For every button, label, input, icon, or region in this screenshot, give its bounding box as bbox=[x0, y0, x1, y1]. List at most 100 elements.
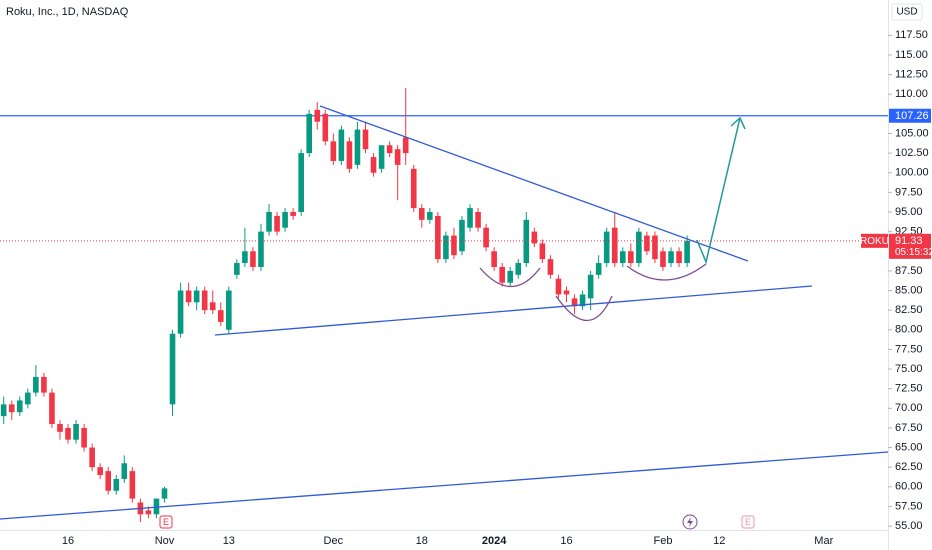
currency-button[interactable] bbox=[891, 3, 923, 21]
candle-body bbox=[258, 231, 264, 267]
candle-body bbox=[427, 212, 433, 220]
earnings-text: E bbox=[163, 517, 169, 527]
candle-body bbox=[57, 424, 63, 432]
candle-body bbox=[217, 310, 224, 322]
candle-body bbox=[515, 263, 522, 275]
x-tick-label: Mar bbox=[814, 535, 833, 547]
arrow-head bbox=[730, 116, 746, 130]
candle-body bbox=[595, 263, 602, 275]
candle-body bbox=[330, 141, 337, 161]
candle-body bbox=[49, 392, 55, 424]
long-support-line bbox=[0, 451, 889, 520]
candle-body bbox=[306, 113, 313, 154]
symbol-label-box bbox=[861, 233, 888, 248]
y-tick-label: 57.50 bbox=[895, 500, 923, 512]
candle-body bbox=[491, 251, 497, 267]
last-price-box bbox=[889, 233, 931, 259]
candle-body bbox=[362, 129, 369, 150]
earnings-marker[interactable]: E bbox=[741, 515, 755, 529]
y-tick-label: 100.00 bbox=[895, 167, 929, 179]
candle-body bbox=[346, 141, 353, 169]
candles bbox=[0, 87, 690, 523]
earnings-text: E bbox=[745, 517, 751, 527]
last-price-label: 91.33 bbox=[895, 235, 923, 247]
candle-body bbox=[467, 208, 473, 228]
projection-arrow bbox=[696, 117, 741, 265]
candle-body bbox=[81, 427, 87, 448]
earnings-marker[interactable]: E bbox=[159, 515, 173, 529]
level-label-box bbox=[889, 108, 931, 123]
candle-body bbox=[274, 215, 280, 232]
x-tick-label: 16 bbox=[560, 535, 572, 547]
candle-body bbox=[33, 376, 39, 393]
candle-body bbox=[571, 298, 578, 307]
candle-body bbox=[266, 212, 272, 232]
candle-body bbox=[250, 251, 256, 267]
candle-body bbox=[89, 447, 95, 468]
x-tick-label: Dec bbox=[324, 535, 344, 547]
candle-body bbox=[660, 251, 666, 267]
candle-body bbox=[41, 376, 47, 393]
candle-body bbox=[451, 235, 457, 256]
candle-body bbox=[483, 227, 489, 248]
candle-body bbox=[587, 274, 594, 299]
candle-body bbox=[523, 219, 530, 264]
news-icon bbox=[687, 517, 693, 527]
level-label: 107.26 bbox=[895, 110, 929, 122]
candle-body bbox=[209, 302, 216, 311]
candle-body bbox=[619, 251, 626, 264]
y-tick-label: 112.50 bbox=[895, 68, 928, 80]
drawings bbox=[0, 105, 889, 520]
candle-body bbox=[378, 145, 385, 169]
y-tick-label: 102.50 bbox=[895, 147, 929, 159]
y-tick-label: 70.00 bbox=[895, 402, 923, 414]
y-tick-label: 72.50 bbox=[895, 383, 923, 395]
candle-body bbox=[290, 212, 296, 216]
candle-body bbox=[394, 149, 401, 165]
candle-body bbox=[611, 227, 618, 264]
candle-body bbox=[628, 251, 634, 264]
candle-body bbox=[97, 467, 103, 476]
y-tick-label: 95.00 bbox=[895, 206, 923, 218]
candle-body bbox=[386, 145, 393, 154]
y-tick-label: 82.50 bbox=[895, 304, 923, 316]
candle-body bbox=[579, 294, 586, 307]
candle-body bbox=[410, 168, 417, 209]
candle-body bbox=[314, 109, 321, 122]
y-tick-label: 75.00 bbox=[895, 363, 923, 375]
y-tick-label: 80.00 bbox=[895, 324, 923, 336]
candle-body bbox=[443, 235, 449, 260]
x-tick-label: 2024 bbox=[482, 535, 507, 547]
x-tick-label: Feb bbox=[653, 535, 672, 547]
candle-body bbox=[282, 212, 288, 228]
candle-body bbox=[418, 208, 425, 220]
candle-body bbox=[201, 290, 208, 311]
candle-body bbox=[193, 290, 200, 303]
y-tick-label: 60.00 bbox=[895, 481, 923, 493]
x-tick-label: Nov bbox=[155, 535, 175, 547]
candle-body bbox=[603, 231, 610, 264]
y-tick-label: 110.00 bbox=[895, 88, 928, 100]
candle-body bbox=[185, 290, 192, 303]
news-marker[interactable] bbox=[682, 514, 698, 530]
candle-body bbox=[475, 212, 481, 228]
earnings-box bbox=[741, 515, 755, 529]
candle-body bbox=[8, 404, 15, 413]
symbol-label: ROKU bbox=[860, 236, 889, 247]
arc-left-shoulder bbox=[479, 267, 541, 288]
candle-body bbox=[338, 129, 345, 161]
candle-body bbox=[539, 243, 546, 260]
candle-body bbox=[684, 240, 690, 264]
candle-body bbox=[129, 471, 136, 499]
earnings-box bbox=[159, 515, 173, 529]
y-tick-label: 85.00 bbox=[895, 284, 923, 296]
candle-body bbox=[507, 270, 514, 283]
candle-body bbox=[169, 333, 176, 405]
candle-body bbox=[177, 290, 184, 334]
y-tick-label: 97.50 bbox=[895, 186, 923, 198]
y-tick-label: 62.50 bbox=[895, 461, 923, 473]
candle-body bbox=[242, 251, 248, 264]
candle-body bbox=[25, 392, 31, 405]
currency-label: USD bbox=[896, 7, 917, 18]
y-tick-label: 105.00 bbox=[895, 127, 929, 139]
